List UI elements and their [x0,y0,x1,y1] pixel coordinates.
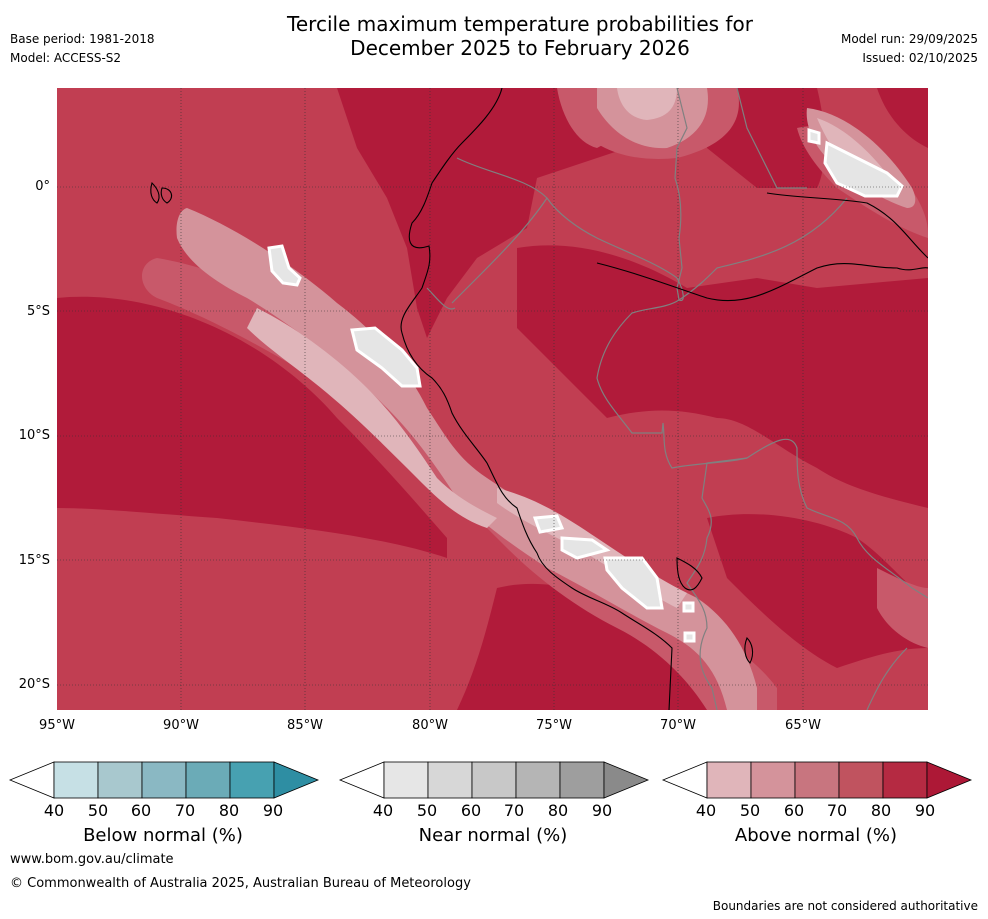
colorbar-segment [515,761,561,799]
lon-label-70w: 70°W [660,718,696,733]
near-tick-60: 60 [460,801,482,820]
colorbar-segment [229,761,275,799]
below-tick-70: 70 [174,801,196,820]
probability-map [57,88,928,710]
colorbar-min-triangle [8,761,55,799]
colorbar-segment [185,761,231,799]
lon-label-95w: 95°W [39,718,75,733]
below-normal-title: Below normal (%) [83,825,243,846]
lat-label-20s: 20°S [18,677,50,692]
colorbar-segment [559,761,605,799]
near-tick-40: 40 [372,801,394,820]
title-line-2: December 2025 to February 2026 [350,36,690,60]
near-tick-80: 80 [547,801,569,820]
base-period-text: Base period: 1981-2018 [10,32,155,46]
graticule [57,88,928,710]
lon-label-75w: 75°W [536,718,572,733]
issued-text: Issued: 02/10/2025 [862,51,978,65]
country-borders [426,88,928,710]
colorbar-segment [383,761,429,799]
website-text: www.bom.gov.au/climate [10,852,174,867]
colorbar-max-triangle [926,761,973,799]
disclaimer-text: Boundaries are not considered authoritat… [712,899,978,913]
model-run-text: Model run: 29/09/2025 [840,32,978,46]
above-80-90-regions [57,88,928,710]
below-normal-colorbar [8,761,320,799]
colorbar-min-triangle [338,761,385,799]
above-normal-title: Above normal (%) [734,825,898,846]
below-tick-80: 80 [218,801,240,820]
colorbar-segment [750,761,796,799]
colorbar-segment [471,761,517,799]
above-normal-colorbar [661,761,973,799]
coastline [150,88,928,710]
model-text: Model: ACCESS-S2 [10,51,122,65]
colorbar-segment [882,761,928,799]
colorbar-min-triangle [661,761,708,799]
colorbar-max-triangle [603,761,650,799]
lat-label-0: 0° [35,179,50,194]
copyright-text: © Commonwealth of Australia 2025, Austra… [10,876,471,891]
below-tick-90: 90 [262,801,284,820]
colorbar-strip [8,761,973,799]
lat-label-15s: 15°S [18,553,50,568]
below-tick-40: 40 [43,801,65,820]
lon-label-65w: 65°W [785,718,821,733]
colorbar-segment [141,761,187,799]
above-tick-90: 90 [914,801,936,820]
below-tick-50: 50 [87,801,109,820]
lat-label-5s: 5°S [26,304,50,319]
lon-label-85w: 85°W [287,718,323,733]
colorbar-max-triangle [273,761,320,799]
colorbar-segment [838,761,884,799]
above-tick-40: 40 [695,801,717,820]
lon-label-90w: 90°W [163,718,199,733]
colorbar-segment [53,761,99,799]
above-tick-70: 70 [826,801,848,820]
above-tick-80: 80 [870,801,892,820]
near-normal-patches [267,127,904,643]
near-tick-70: 70 [503,801,525,820]
title-line-1: Tercile maximum temperature probabilitie… [287,12,753,36]
near-tick-50: 50 [416,801,438,820]
near-normal-title: Near normal (%) [418,825,568,846]
colorbar-segment [427,761,473,799]
colorbar-segment [97,761,143,799]
near-normal-colorbar [338,761,650,799]
below-tick-60: 60 [130,801,152,820]
near-tick-90: 90 [591,801,613,820]
lat-label-10s: 10°S [18,428,50,443]
above-tick-60: 60 [783,801,805,820]
map-title: Tercile maximum temperature probabilitie… [0,12,988,60]
colorbar-segment [794,761,840,799]
lon-label-80w: 80°W [412,718,448,733]
above-tick-50: 50 [739,801,761,820]
colorbar-segment [706,761,752,799]
